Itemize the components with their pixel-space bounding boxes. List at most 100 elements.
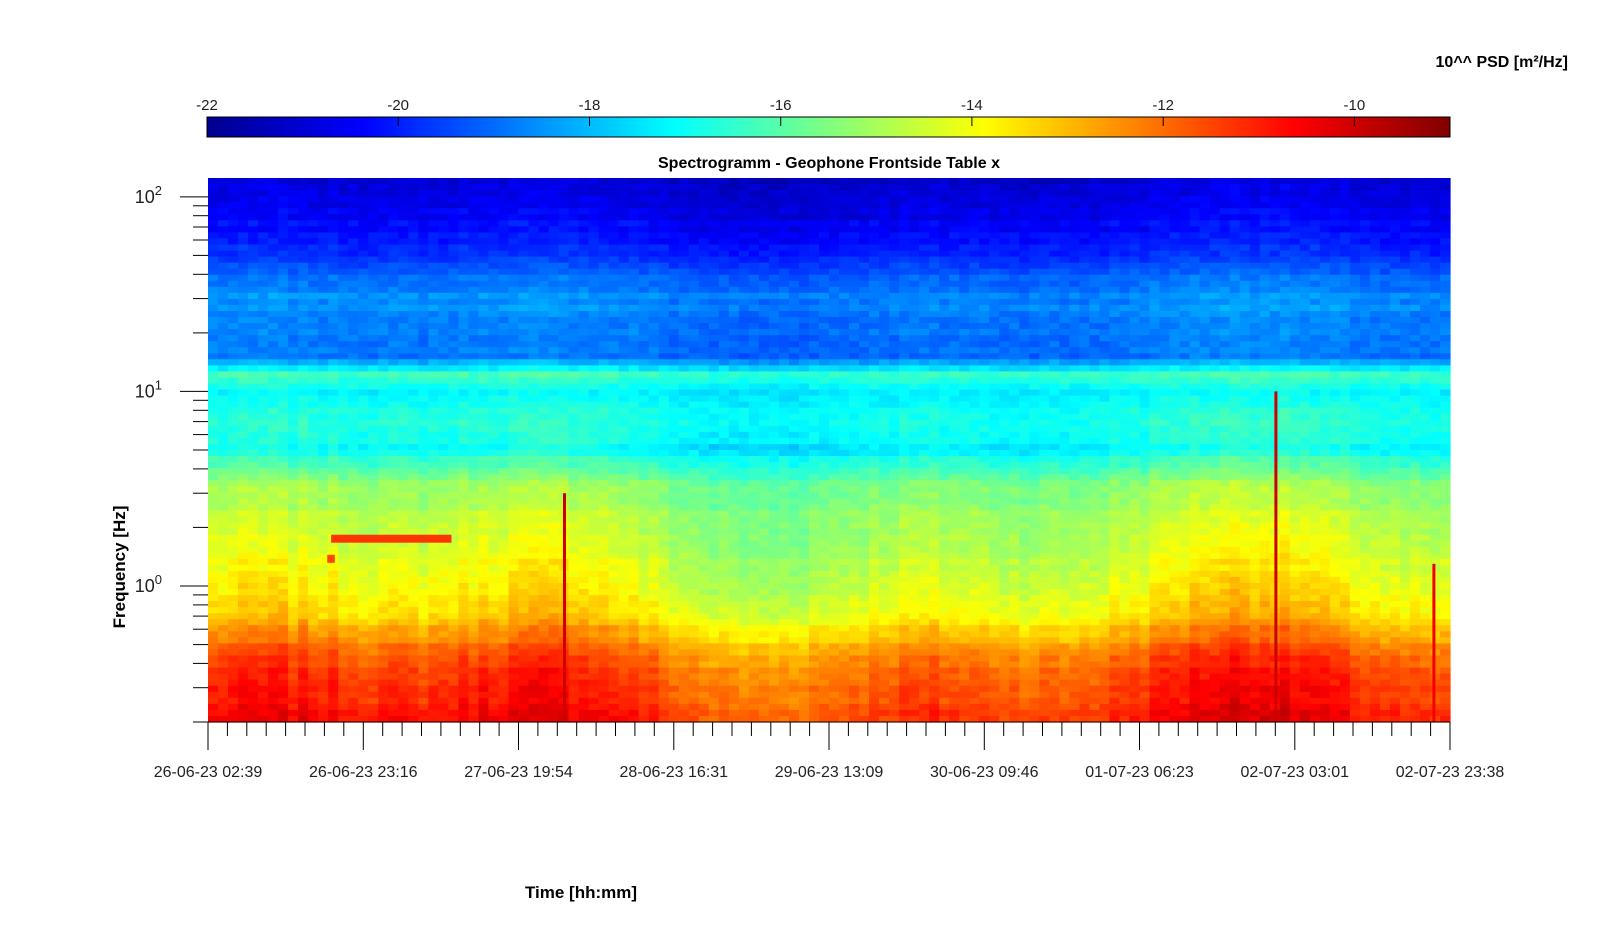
heatmap-cell [218,323,229,330]
heatmap-cell [688,220,700,227]
heatmap-cell [428,329,439,336]
heatmap-cell [388,317,399,324]
heatmap-cell [1439,244,1451,252]
heatmap-cell [1119,286,1131,294]
heatmap-cell [929,226,940,233]
heatmap-cell [829,274,840,282]
heatmap-cell [788,341,800,348]
heatmap-cell [218,395,229,403]
heatmap-cell [718,250,730,258]
heatmap-cell [218,407,229,415]
heatmap-cell [328,268,339,276]
heatmap-cell [1439,407,1451,415]
heatmap-cell [408,347,419,354]
heatmap-cell [929,208,940,215]
heatmap-cell [338,419,349,427]
heatmap-cell [1019,286,1030,294]
heatmap-cell [438,286,449,294]
heatmap-cell [949,208,960,215]
heatmap-cell [1369,262,1381,270]
heatmap-cell [989,220,1000,227]
heatmap-cell [1239,202,1251,209]
heatmap-cell [1129,256,1141,264]
heatmap-cell [558,310,570,318]
heatmap-cell [1379,407,1391,415]
heatmap-cell [829,190,840,197]
heatmap-cell [1079,335,1091,342]
heatmap-cell [1319,214,1331,221]
heatmap-cell [308,256,319,264]
heatmap-cell [348,232,359,240]
heatmap-cell [839,280,850,288]
heatmap-cell [618,317,630,324]
heatmap-cell [468,214,480,221]
heatmap-cell [568,407,580,415]
heatmap-cell [1429,238,1441,246]
heatmap-cell [518,280,530,288]
heatmap-cell [999,353,1010,360]
heatmap-cell [1089,220,1101,227]
heatmap-cell [308,220,319,227]
heatmap-cell [869,359,880,366]
heatmap-cell [788,214,800,221]
heatmap-cell [208,214,219,221]
heatmap-cell [668,178,680,185]
heatmap-cell [1079,407,1091,415]
heatmap-cell [808,298,820,306]
heatmap-cell [378,190,389,197]
heatmap-cell [388,232,399,240]
heatmap-cell [268,383,279,391]
heatmap-cell [678,365,690,373]
heatmap-cell [1279,407,1291,415]
colorbar-tick-label: -22 [196,97,218,114]
heatmap-cell [328,292,339,300]
heatmap-cell [1419,214,1431,221]
heatmap-cell [758,292,770,300]
heatmap-cell [408,190,419,197]
heatmap-cell [558,359,570,366]
heatmap-cell [438,335,449,342]
heatmap-cell [1019,413,1030,421]
heatmap-cell [909,214,920,221]
heatmap-cell [1009,238,1020,246]
heatmap-cell [728,341,740,348]
heatmap-cell [1299,184,1311,191]
heatmap-cell [268,190,279,197]
heatmap-cell [1059,383,1070,391]
heatmap-cell [1209,244,1221,252]
heatmap-cell [558,214,570,221]
heatmap-cell [398,365,409,373]
heatmap-cell [288,196,299,203]
heatmap-cell [1429,202,1441,209]
heatmap-cell [588,359,600,366]
heatmap-cell [1399,262,1411,270]
heatmap-cell [578,220,590,227]
heatmap-cell [1219,341,1231,348]
heatmap-cell [448,377,460,385]
heatmap-cell [1409,389,1421,397]
heatmap-cell [1229,238,1241,246]
heatmap-cell [929,256,940,264]
heatmap-cell [438,202,449,209]
heatmap-cell [308,371,319,379]
heatmap-cell [1419,250,1431,258]
heatmap-cell [1429,226,1441,233]
heatmap-cell [448,208,460,215]
heatmap-cell [478,365,490,373]
heatmap-cell [989,214,1000,221]
heatmap-cell [1309,395,1321,403]
heatmap-cell [628,329,640,336]
heatmap-cell [1249,268,1261,276]
heatmap-cell [708,347,720,354]
heatmap-cell [1309,359,1321,366]
heatmap-cell [1199,178,1211,185]
heatmap-cell [238,401,249,409]
heatmap-cell [1439,178,1451,185]
heatmap-cell [1209,280,1221,288]
heatmap-cell [508,407,520,415]
heatmap-cell [618,274,630,282]
heatmap-cell [598,341,610,348]
heatmap-cell [869,317,880,324]
heatmap-cell [959,341,970,348]
heatmap-cell [1429,335,1441,342]
